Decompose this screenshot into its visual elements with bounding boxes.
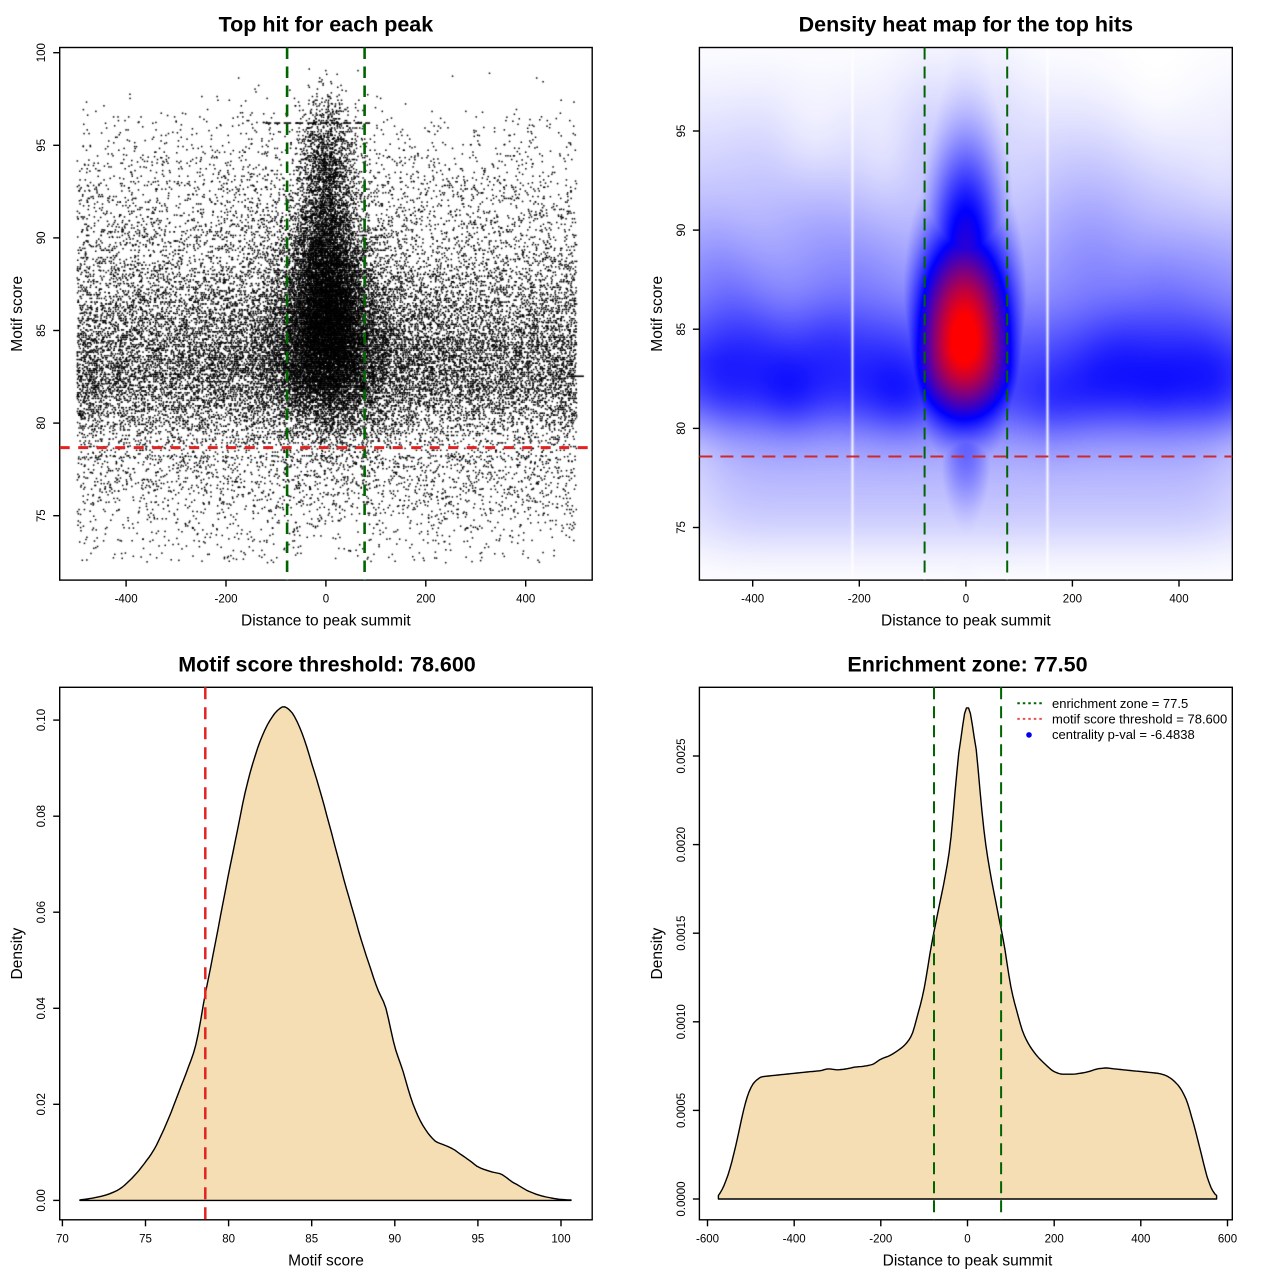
svg-text:75: 75 (139, 1234, 152, 1246)
svg-text:0.00: 0.00 (36, 1189, 48, 1211)
svg-text:-400: -400 (115, 594, 138, 606)
svg-text:0.0025: 0.0025 (676, 738, 688, 773)
svg-text:Density: Density (649, 928, 666, 980)
svg-text:0.06: 0.06 (36, 901, 48, 923)
svg-text:0: 0 (963, 594, 969, 606)
svg-text:80: 80 (222, 1234, 235, 1246)
svg-text:Distance to peak summit: Distance to peak summit (881, 613, 1051, 630)
svg-text:Enrichment zone: 77.50: Enrichment zone: 77.50 (847, 652, 1087, 676)
svg-text:-200: -200 (214, 594, 237, 606)
svg-text:600: 600 (1218, 1234, 1237, 1246)
svg-text:Density heat map for the top h: Density heat map for the top hits (799, 12, 1134, 36)
svg-text:100: 100 (551, 1234, 570, 1246)
svg-text:0.0000: 0.0000 (676, 1181, 688, 1216)
svg-text:enrichment zone = 77.5: enrichment zone = 77.5 (1052, 696, 1188, 711)
svg-text:Top hit for each peak: Top hit for each peak (219, 12, 434, 36)
svg-text:100: 100 (36, 43, 48, 62)
svg-text:0.02: 0.02 (36, 1093, 48, 1115)
svg-text:0.04: 0.04 (36, 997, 48, 1020)
svg-text:Motif score: Motif score (9, 276, 26, 352)
svg-text:75: 75 (676, 521, 688, 534)
svg-text:0.0010: 0.0010 (676, 1004, 688, 1039)
svg-text:200: 200 (1063, 594, 1082, 606)
svg-text:-600: -600 (696, 1234, 719, 1246)
svg-text:centrality p-val = -6.4838: centrality p-val = -6.4838 (1052, 727, 1195, 742)
svg-text:0.0005: 0.0005 (676, 1093, 688, 1128)
svg-text:0.0020: 0.0020 (676, 827, 688, 862)
svg-text:95: 95 (36, 139, 48, 152)
svg-text:Motif score: Motif score (649, 276, 666, 352)
svg-text:400: 400 (1169, 594, 1188, 606)
svg-text:-200: -200 (848, 594, 871, 606)
svg-text:0.10: 0.10 (36, 709, 48, 731)
svg-text:200: 200 (416, 594, 435, 606)
svg-text:-400: -400 (741, 594, 764, 606)
svg-text:85: 85 (36, 324, 48, 337)
svg-text:85: 85 (676, 323, 688, 336)
svg-text:0.08: 0.08 (36, 805, 48, 827)
svg-text:70: 70 (56, 1234, 69, 1246)
svg-text:Motif score threshold: 78.600: Motif score threshold: 78.600 (178, 652, 476, 676)
svg-text:Distance to peak summit: Distance to peak summit (883, 1253, 1053, 1270)
svg-text:-200: -200 (869, 1234, 892, 1246)
svg-text:75: 75 (36, 509, 48, 522)
svg-text:95: 95 (676, 125, 688, 138)
svg-text:Density: Density (9, 928, 26, 980)
svg-text:400: 400 (516, 594, 535, 606)
svg-text:80: 80 (676, 422, 688, 435)
svg-text:-400: -400 (783, 1234, 806, 1246)
svg-text:motif score threshold = 78.600: motif score threshold = 78.600 (1052, 712, 1227, 727)
svg-text:95: 95 (472, 1234, 485, 1246)
svg-text:0: 0 (964, 1234, 970, 1246)
svg-text:200: 200 (1045, 1234, 1064, 1246)
svg-text:400: 400 (1131, 1234, 1150, 1246)
svg-text:90: 90 (36, 232, 48, 245)
svg-text:0.0015: 0.0015 (676, 916, 688, 951)
svg-text:90: 90 (388, 1234, 401, 1246)
svg-text:Distance to peak summit: Distance to peak summit (241, 613, 411, 630)
svg-text:Motif score: Motif score (288, 1253, 364, 1270)
svg-text:85: 85 (305, 1234, 318, 1246)
svg-text:90: 90 (676, 224, 688, 237)
svg-text:0: 0 (323, 594, 329, 606)
svg-text:80: 80 (36, 417, 48, 430)
